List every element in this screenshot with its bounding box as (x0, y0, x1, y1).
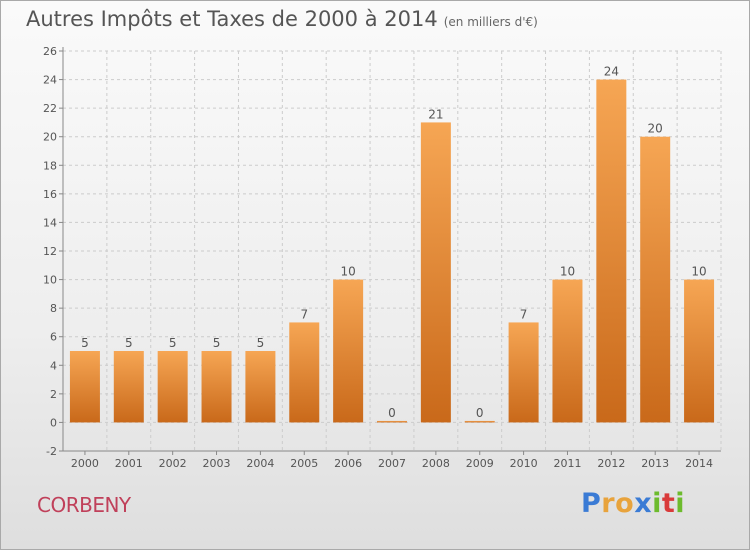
brand-letter: i (675, 488, 686, 519)
y-tick-label: 20 (43, 131, 57, 144)
data-label: 21 (428, 107, 443, 121)
bar (333, 279, 364, 423)
brand-letter: P (581, 488, 602, 519)
bar (684, 279, 715, 423)
x-tick-label: 2004 (246, 457, 274, 470)
data-label: 5 (169, 336, 177, 350)
data-label: 7 (520, 307, 528, 321)
bar (245, 351, 276, 423)
x-tick-label: 2014 (685, 457, 713, 470)
y-tick-label: 16 (43, 188, 57, 201)
bar (377, 420, 407, 423)
y-tick-label: 0 (50, 416, 57, 429)
data-label: 10 (691, 265, 706, 279)
bar (157, 351, 188, 423)
bar (420, 122, 451, 423)
data-label: 10 (560, 265, 575, 279)
bar (552, 279, 583, 423)
brand-letter: x (634, 488, 653, 519)
y-tick-label: -2 (46, 445, 57, 458)
data-label: 0 (476, 406, 484, 420)
brand-letter: o (615, 488, 635, 519)
bar (464, 420, 495, 423)
x-tick-label: 2005 (290, 457, 318, 470)
y-tick-label: 10 (43, 274, 57, 287)
y-tick-label: 8 (50, 302, 57, 315)
bar (201, 351, 232, 423)
data-label: 10 (340, 265, 355, 279)
bar (69, 351, 100, 423)
x-tick-label: 2008 (422, 457, 450, 470)
brand-letter: t (661, 488, 676, 519)
y-tick-label: 4 (50, 359, 57, 372)
y-tick-label: 14 (43, 216, 57, 229)
label-layer: 5 5 5 5 5 7 10 0 21 0 7 10 24 20 10 (81, 65, 707, 420)
data-label: 20 (648, 122, 663, 136)
y-tick-label: 2 (50, 388, 57, 401)
y-tick-label: 18 (43, 159, 57, 172)
y-tick-label: 6 (50, 331, 57, 344)
x-tick-label: 2010 (510, 457, 538, 470)
brand-letter: i (652, 488, 662, 519)
y-tick-label: 22 (43, 102, 57, 115)
data-label: 24 (604, 65, 619, 79)
x-tick-label: 2001 (115, 457, 143, 470)
unit-label: (en milliers d'€) (443, 15, 538, 29)
bar (596, 79, 627, 423)
x-tick-label: 2003 (203, 457, 231, 470)
x-tick-label: 2006 (334, 457, 362, 470)
bar (289, 322, 320, 423)
x-tick-label: 2011 (553, 457, 581, 470)
brand-logo: Proxiti (581, 488, 685, 519)
data-label: 0 (388, 406, 396, 420)
x-tick-label: 2000 (71, 457, 99, 470)
data-label: 5 (213, 336, 221, 350)
chart-title: Autres Impôts et Taxes de 2000 à 2014 (en… (26, 7, 538, 31)
data-label: 5 (257, 336, 265, 350)
bar (640, 136, 671, 423)
x-tick-label: 2007 (378, 457, 406, 470)
y-tick-label: 26 (43, 45, 57, 58)
commune-name: CORBENY (37, 493, 131, 517)
brand-letter: r (601, 488, 616, 519)
y-tick-label: 12 (43, 245, 57, 258)
data-label: 5 (125, 336, 133, 350)
data-label: 5 (81, 336, 89, 350)
x-tick-label: 2012 (597, 457, 625, 470)
bar (508, 322, 539, 423)
y-tick-label: 24 (43, 74, 57, 87)
x-tick-label: 2013 (641, 457, 669, 470)
x-tick-label: 2009 (466, 457, 494, 470)
data-label: 7 (300, 307, 308, 321)
title-text: Autres Impôts et Taxes de 2000 à 2014 (26, 7, 438, 31)
bar-layer (69, 79, 715, 423)
bar (113, 351, 144, 423)
x-tick-label: 2002 (159, 457, 187, 470)
